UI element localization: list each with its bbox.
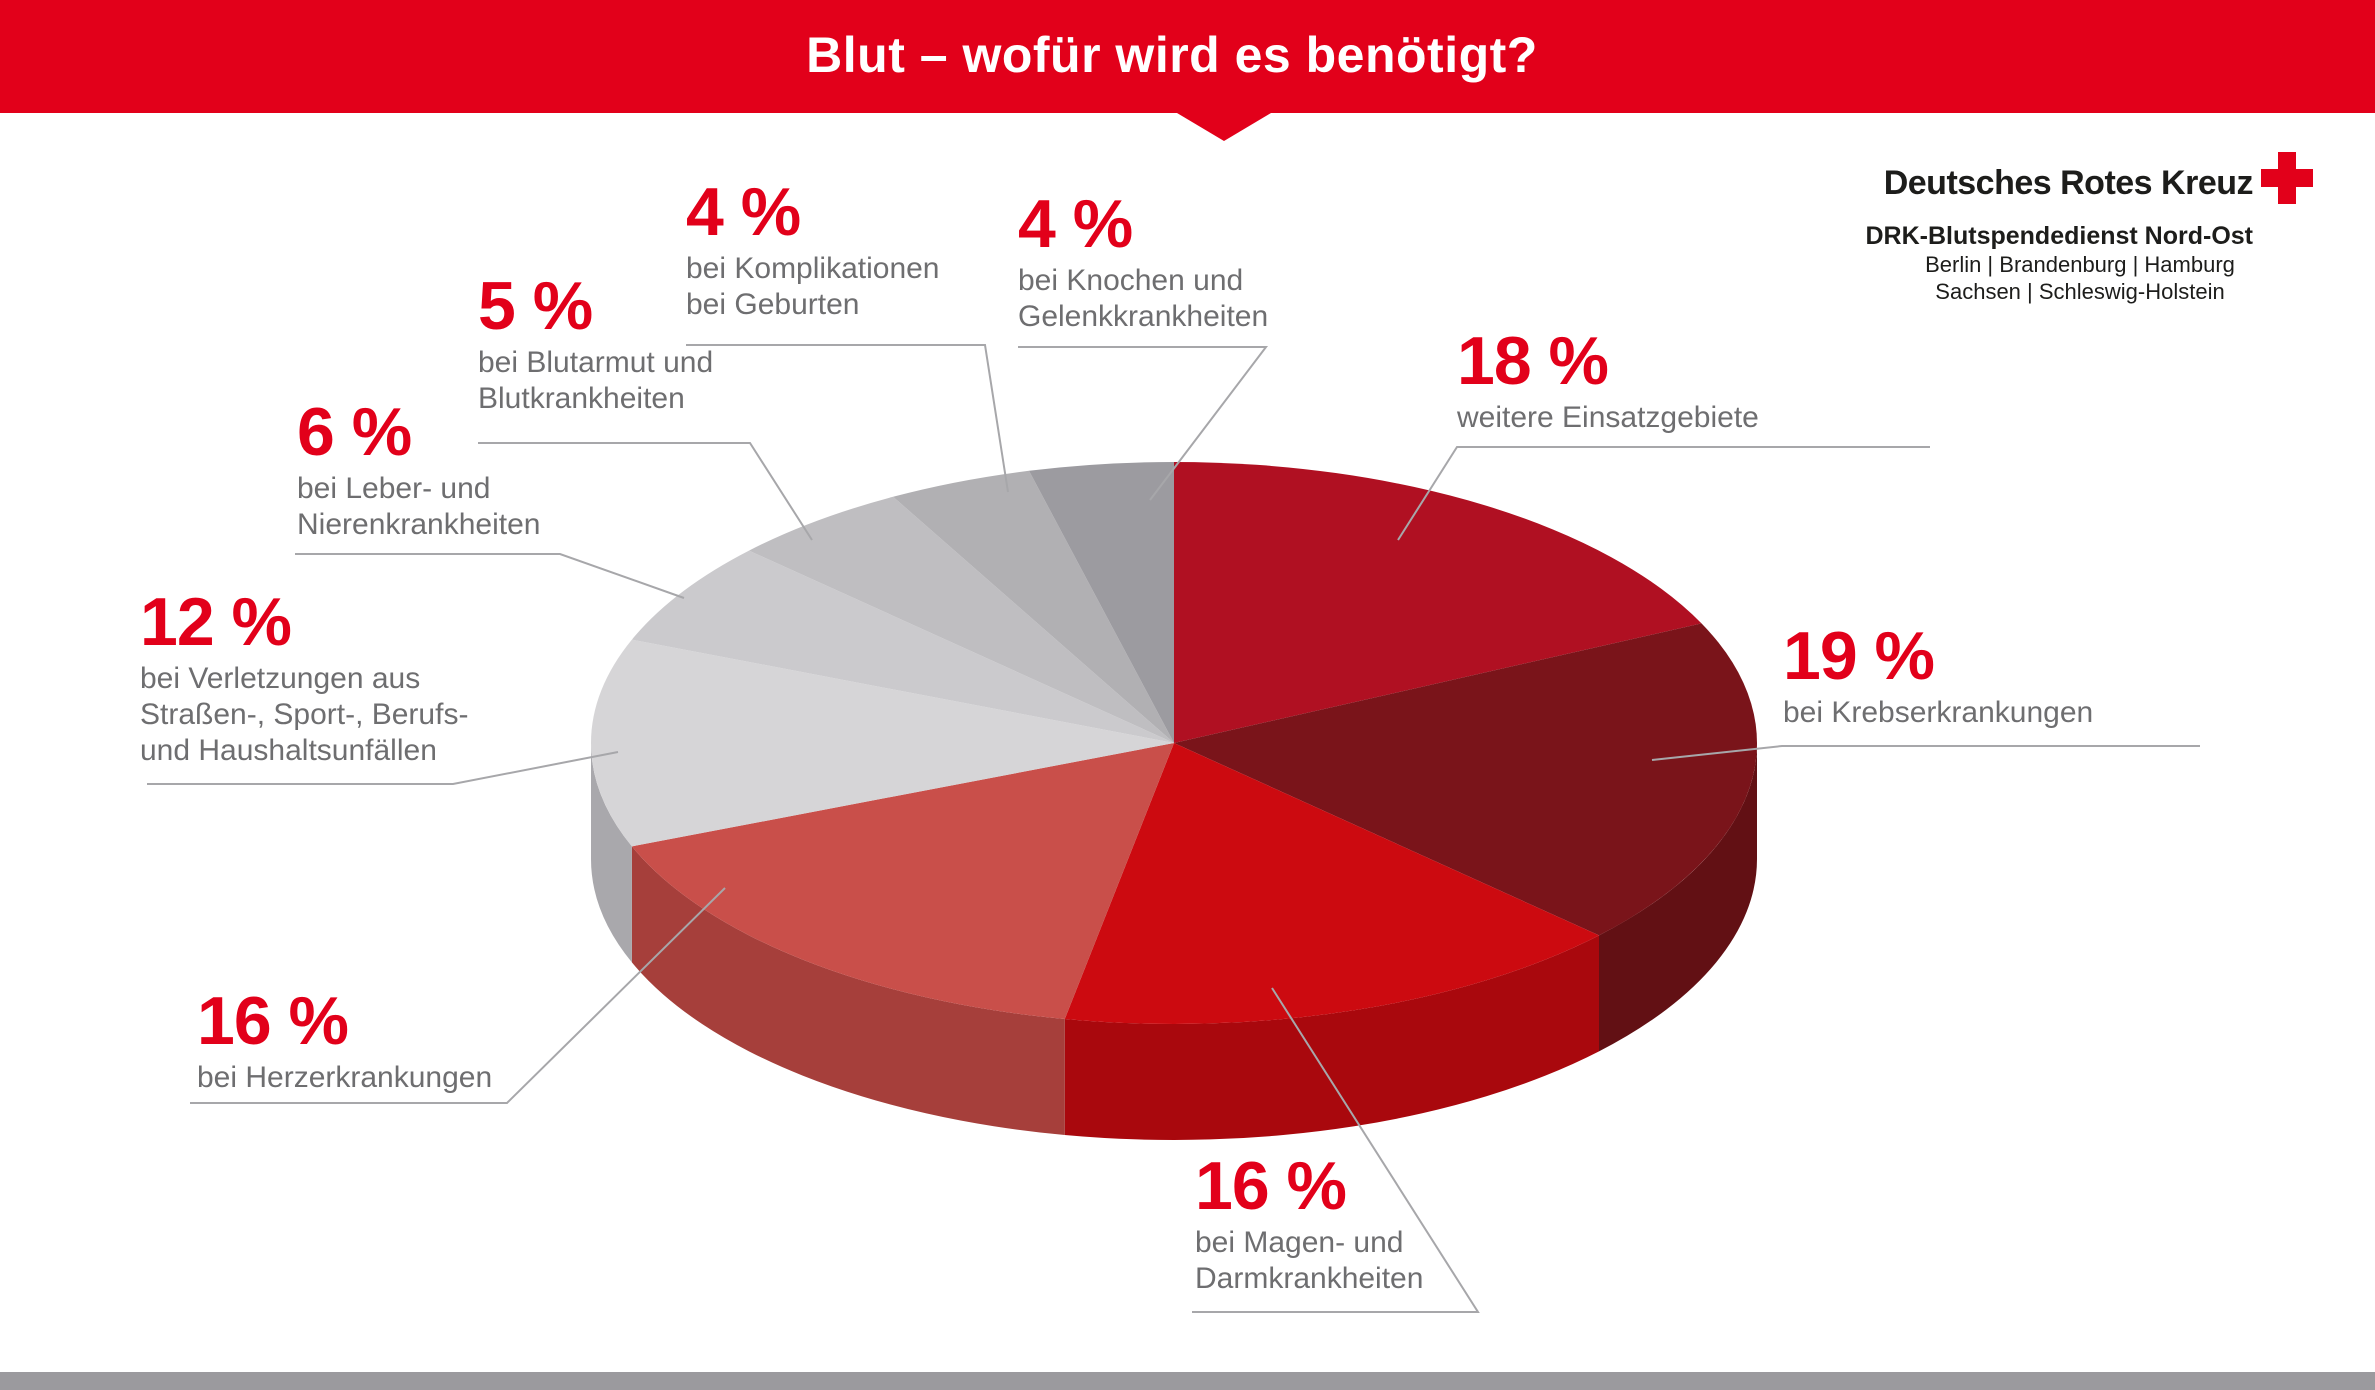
pie-wall-magen-darm bbox=[1064, 935, 1599, 1140]
slice-label-weitere-einsatzgebiete: weitere Einsatzgebiete bbox=[1457, 401, 1759, 434]
header-bar: Blut – wofür wird es benötigt? bbox=[0, 0, 2375, 113]
slice-label-geburten: bei Komplikationen bei Geburten bbox=[686, 252, 940, 321]
slice-callout-herz: 16 % bei Herzerkrankungen bbox=[197, 987, 492, 1096]
leader-line-knochen-gelenke bbox=[1018, 346, 1269, 501]
pie-slice-geburten bbox=[893, 470, 1174, 743]
slice-label-herz: bei Herzerkrankungen bbox=[197, 1061, 493, 1094]
slice-percent-verletzungen: 12 % bbox=[140, 584, 292, 660]
slice-percent-geburten: 4 % bbox=[686, 174, 801, 250]
leader-line-magen-darm bbox=[1192, 987, 1480, 1313]
slice-callout-geburten: 4 % bei Komplikationen bei Geburten bbox=[686, 178, 940, 323]
drk-suborg: DRK-Blutspendedienst Nord-Ost bbox=[1865, 222, 2254, 250]
leader-line-geburten bbox=[686, 344, 1009, 493]
drk-regions-line1: Berlin | Brandenburg | Hamburg bbox=[1925, 252, 2235, 277]
page-title: Blut – wofür wird es benötigt? bbox=[806, 27, 1538, 83]
slice-callout-weitere-einsatzgebiete: 18 % weitere Einsatzgebiete bbox=[1457, 327, 1759, 436]
title-notch bbox=[1177, 113, 1271, 141]
leader-line-blutarmut bbox=[478, 442, 813, 541]
slice-percent-krebserkrankungen: 19 % bbox=[1783, 618, 1935, 694]
leader-line-leber-niere bbox=[295, 553, 685, 599]
slice-callout-blutarmut: 5 % bei Blutarmut und Blutkrankheiten bbox=[478, 272, 713, 417]
pie-slice-knochen-gelenke bbox=[1029, 461, 1174, 743]
leader-line-herz bbox=[190, 887, 726, 1104]
slice-callout-leber-niere: 6 % bei Leber- und Nierenkrankheiten bbox=[297, 398, 540, 543]
pie-wall-krebserkrankungen bbox=[1599, 743, 1757, 1052]
pie-wall-verletzungen bbox=[591, 743, 632, 963]
slice-percent-herz: 16 % bbox=[197, 983, 349, 1059]
slice-label-krebserkrankungen: bei Krebserkrankungen bbox=[1783, 696, 2094, 729]
slice-percent-magen-darm: 16 % bbox=[1195, 1148, 1347, 1224]
slice-label-leber-niere: bei Leber- und Nierenkrankheiten bbox=[297, 472, 541, 541]
slice-percent-weitere-einsatzgebiete: 18 % bbox=[1457, 323, 1609, 399]
red-cross-icon bbox=[2261, 152, 2313, 204]
pie-slice-weitere-einsatzgebiete bbox=[1174, 462, 1702, 743]
slice-label-verletzungen: bei Verletzungen aus Straßen-, Sport-, Be… bbox=[140, 662, 469, 767]
drk-regions-line2: Sachsen | Schleswig-Holstein bbox=[1935, 279, 2225, 304]
slice-label-knochen-gelenke: bei Knochen und Gelenkkrankheiten bbox=[1018, 264, 1269, 333]
slice-callout-knochen-gelenke: 4 % bei Knochen und Gelenkkrankheiten bbox=[1018, 190, 1268, 335]
pie-slice-magen-darm bbox=[1064, 743, 1599, 1024]
pie-slice-verletzungen bbox=[590, 639, 1174, 847]
slice-label-blutarmut: bei Blutarmut und Blutkrankheiten bbox=[478, 346, 714, 415]
slice-label-magen-darm: bei Magen- und Darmkrankheiten bbox=[1195, 1226, 1424, 1295]
pie-wall-herz bbox=[631, 846, 1065, 1135]
pie-slice-leber-niere bbox=[631, 550, 1174, 743]
slice-percent-knochen-gelenke: 4 % bbox=[1018, 186, 1133, 262]
slice-callout-krebserkrankungen: 19 % bei Krebserkrankungen bbox=[1783, 622, 2093, 731]
leader-line-weitere-einsatzgebiete bbox=[1397, 446, 1930, 541]
slice-percent-leber-niere: 6 % bbox=[297, 394, 412, 470]
slice-callout-verletzungen: 12 % bei Verletzungen aus Straßen-, Sport-… bbox=[140, 588, 468, 769]
slice-percent-blutarmut: 5 % bbox=[478, 268, 593, 344]
pie-slice-herz bbox=[631, 743, 1174, 1019]
slice-callout-magen-darm: 16 % bei Magen- und Darmkrankheiten bbox=[1195, 1152, 1423, 1297]
pie-slice-blutarmut bbox=[749, 496, 1174, 743]
bottom-bar bbox=[0, 1372, 2375, 1390]
pie-slice-krebserkrankungen bbox=[1174, 623, 1757, 936]
drk-wordmark: Deutsches Rotes Kreuz bbox=[1883, 164, 2254, 202]
leader-line-krebserkrankungen bbox=[1651, 745, 2200, 761]
leader-line-verletzungen bbox=[147, 751, 619, 785]
